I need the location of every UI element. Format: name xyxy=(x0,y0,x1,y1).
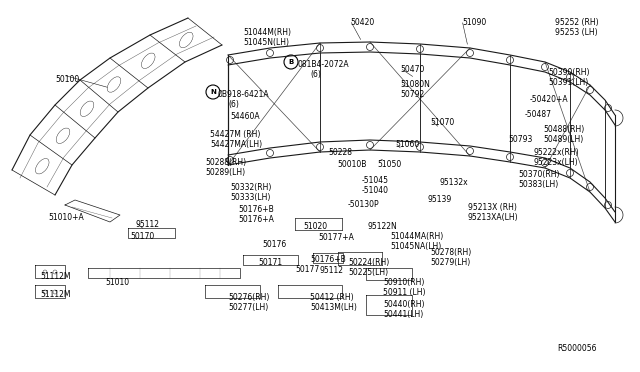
Text: 50391(LH): 50391(LH) xyxy=(548,78,588,87)
Text: 50277(LH): 50277(LH) xyxy=(228,303,268,312)
Text: 95112: 95112 xyxy=(320,266,344,275)
Text: 50412 (RH): 50412 (RH) xyxy=(310,293,354,302)
Text: 50383(LH): 50383(LH) xyxy=(518,180,558,189)
Text: 51044MA(RH): 51044MA(RH) xyxy=(390,232,444,241)
Text: 51020: 51020 xyxy=(303,222,327,231)
Text: 50441(LH): 50441(LH) xyxy=(383,310,423,319)
Text: 51112M: 51112M xyxy=(40,290,70,299)
Text: 54427MA(LH): 54427MA(LH) xyxy=(210,140,262,149)
Text: 51050: 51050 xyxy=(377,160,401,169)
Text: 081B4-2072A: 081B4-2072A xyxy=(298,60,349,69)
Text: 50440(RH): 50440(RH) xyxy=(383,300,424,309)
Text: 50176+B: 50176+B xyxy=(238,205,274,214)
Text: 95112: 95112 xyxy=(135,220,159,229)
Text: 50390(RH): 50390(RH) xyxy=(548,68,589,77)
Text: 50176: 50176 xyxy=(262,240,286,249)
Text: 50910(RH): 50910(RH) xyxy=(383,278,424,287)
Text: 50489(LH): 50489(LH) xyxy=(543,135,583,144)
Text: 51045N(LH): 51045N(LH) xyxy=(243,38,289,47)
Text: 95132x: 95132x xyxy=(440,178,468,187)
Text: 50176+A: 50176+A xyxy=(238,215,274,224)
Text: R5000056: R5000056 xyxy=(557,344,596,353)
Text: -50487: -50487 xyxy=(525,110,552,119)
Text: (6): (6) xyxy=(310,70,321,79)
Text: (6): (6) xyxy=(228,100,239,109)
Text: 50010B: 50010B xyxy=(337,160,366,169)
Text: 51112M: 51112M xyxy=(40,272,70,281)
Text: 50488(RH): 50488(RH) xyxy=(543,125,584,134)
Text: 50911 (LH): 50911 (LH) xyxy=(383,288,426,297)
Text: 50332(RH): 50332(RH) xyxy=(230,183,271,192)
Text: 95213XA(LH): 95213XA(LH) xyxy=(468,213,518,222)
Text: 51090: 51090 xyxy=(462,18,486,27)
Text: 51060: 51060 xyxy=(395,140,419,149)
Text: B: B xyxy=(289,59,294,65)
Text: 51010+A: 51010+A xyxy=(48,213,84,222)
Text: -51045: -51045 xyxy=(362,176,389,185)
Text: 50793: 50793 xyxy=(508,135,532,144)
Text: 50420: 50420 xyxy=(350,18,374,27)
Text: 95252 (RH): 95252 (RH) xyxy=(555,18,598,27)
Text: 95122N: 95122N xyxy=(368,222,397,231)
Text: 50279(LH): 50279(LH) xyxy=(430,258,470,267)
Text: 50413M(LH): 50413M(LH) xyxy=(310,303,357,312)
Text: 50278(RH): 50278(RH) xyxy=(430,248,471,257)
Text: 51010: 51010 xyxy=(105,278,129,287)
Text: 50177+A: 50177+A xyxy=(318,233,354,242)
Text: -50130P: -50130P xyxy=(348,200,380,209)
Text: -50420+A: -50420+A xyxy=(530,95,568,104)
Text: 50225(LH): 50225(LH) xyxy=(348,268,388,277)
Text: 95223x(LH): 95223x(LH) xyxy=(534,158,579,167)
Text: 51070: 51070 xyxy=(430,118,454,127)
Text: 50288(RH): 50288(RH) xyxy=(205,158,246,167)
Text: 95139: 95139 xyxy=(428,195,452,204)
Text: 50224(RH): 50224(RH) xyxy=(348,258,389,267)
Text: 50470: 50470 xyxy=(400,65,424,74)
Text: 50170: 50170 xyxy=(130,232,154,241)
Text: -51040: -51040 xyxy=(362,186,389,195)
Text: 95222x(RH): 95222x(RH) xyxy=(534,148,580,157)
Text: 54427M (RH): 54427M (RH) xyxy=(210,130,260,139)
Text: 95253 (LH): 95253 (LH) xyxy=(555,28,598,37)
Text: 50370(RH): 50370(RH) xyxy=(518,170,559,179)
Text: 51045NA(LH): 51045NA(LH) xyxy=(390,242,441,251)
Text: 50289(LH): 50289(LH) xyxy=(205,168,245,177)
Text: 50100: 50100 xyxy=(55,75,79,84)
Text: 50792: 50792 xyxy=(400,90,424,99)
Text: N: N xyxy=(210,89,216,95)
Text: 50176+B: 50176+B xyxy=(310,255,346,264)
Text: 50177: 50177 xyxy=(295,265,319,274)
Text: 50171: 50171 xyxy=(258,258,282,267)
Text: 50228: 50228 xyxy=(328,148,352,157)
Text: 51044M(RH): 51044M(RH) xyxy=(243,28,291,37)
Text: 54460A: 54460A xyxy=(230,112,260,121)
Text: 50276(RH): 50276(RH) xyxy=(228,293,269,302)
Text: 95213X (RH): 95213X (RH) xyxy=(468,203,517,212)
Text: 51080N: 51080N xyxy=(400,80,430,89)
Text: 0B918-6421A: 0B918-6421A xyxy=(218,90,269,99)
Text: 50333(LH): 50333(LH) xyxy=(230,193,270,202)
